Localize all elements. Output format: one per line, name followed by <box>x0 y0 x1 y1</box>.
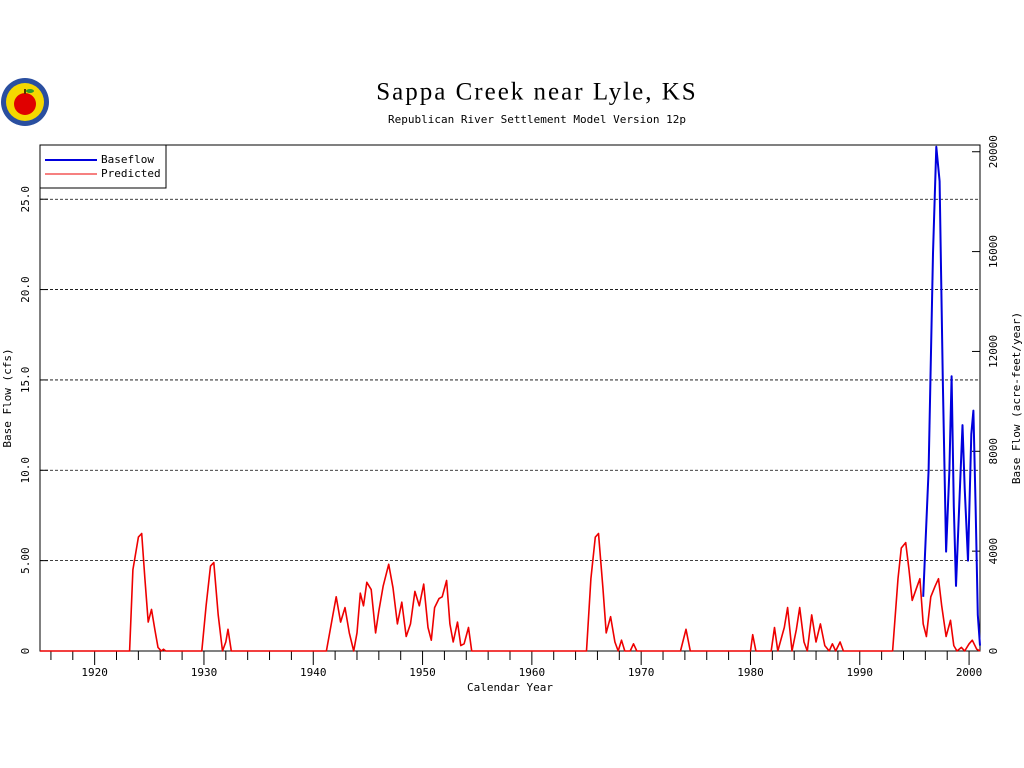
chart-title: Sappa Creek near Lyle, KS <box>376 79 697 106</box>
chart-subtitle: Republican River Settlement Model Versio… <box>388 113 686 126</box>
legend-box <box>39 144 167 189</box>
x-tick-label: 1990 <box>847 666 874 679</box>
series-line <box>922 145 981 646</box>
x-tick-label: 1980 <box>737 666 764 679</box>
x-tick-label: 1950 <box>409 666 436 679</box>
y2-tick-label: 16000 <box>987 235 1000 268</box>
y-axis-label: Base Flow (cfs) <box>1 348 14 447</box>
logo <box>1 78 49 126</box>
y2-tick-label: 4000 <box>987 538 1000 565</box>
legend-label: Baseflow <box>101 153 154 166</box>
x-tick-label: 1970 <box>628 666 655 679</box>
y-tick-label: 10.0 <box>19 457 32 484</box>
y2-tick-label: 8000 <box>987 438 1000 465</box>
y2-axis-label: Base Flow (acre-feet/year) <box>1010 312 1023 484</box>
y2-tick-label: 20000 <box>987 135 1000 168</box>
y-tick-label: 20.0 <box>19 276 32 303</box>
y-tick-label: 25.0 <box>19 186 32 213</box>
x-tick-label: 2000 <box>956 666 983 679</box>
y-tick-label: 0 <box>19 648 32 655</box>
legend-label: Predicted <box>101 167 161 180</box>
x-tick-label: 1920 <box>81 666 108 679</box>
y2-tick-label: 0 <box>987 648 1000 655</box>
x-axis-label: Calendar Year <box>467 681 553 694</box>
x-tick-label: 1960 <box>519 666 546 679</box>
y2-tick-label: 12000 <box>987 335 1000 368</box>
x-tick-label: 1940 <box>300 666 327 679</box>
x-tick-label: 1930 <box>191 666 218 679</box>
series-line <box>40 532 981 652</box>
plot-frame <box>39 144 981 652</box>
y-tick-label: 5.00 <box>19 547 32 574</box>
y-tick-label: 15.0 <box>19 367 32 394</box>
